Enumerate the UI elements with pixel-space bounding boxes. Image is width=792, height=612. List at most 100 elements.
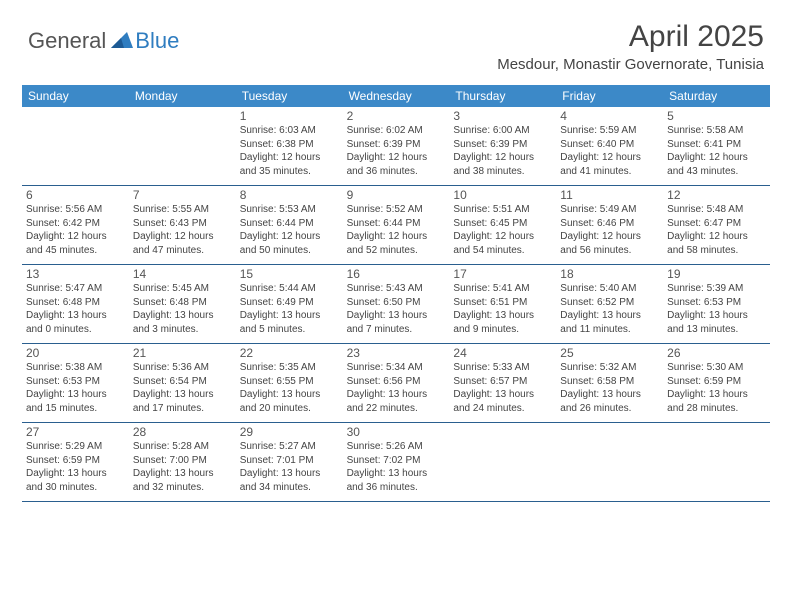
daylight-text: and 28 minutes. [667,402,766,416]
daylight-text: and 56 minutes. [560,244,659,258]
day-number: 30 [347,425,446,439]
sunrise-text: Sunrise: 5:58 AM [667,124,766,138]
daylight-text: Daylight: 13 hours [26,388,125,402]
day-cell: 21Sunrise: 5:36 AMSunset: 6:54 PMDayligh… [129,344,236,422]
sunrise-text: Sunrise: 5:52 AM [347,203,446,217]
daylight-text: Daylight: 12 hours [347,151,446,165]
sunset-text: Sunset: 6:58 PM [560,375,659,389]
sunrise-text: Sunrise: 5:39 AM [667,282,766,296]
day-cell: 22Sunrise: 5:35 AMSunset: 6:55 PMDayligh… [236,344,343,422]
day-number: 13 [26,267,125,281]
weekday-header-row: SundayMondayTuesdayWednesdayThursdayFrid… [22,85,770,107]
sunset-text: Sunset: 6:46 PM [560,217,659,231]
logo-text-blue: Blue [135,28,179,54]
daylight-text: Daylight: 12 hours [560,151,659,165]
daylight-text: Daylight: 12 hours [240,230,339,244]
sunset-text: Sunset: 7:00 PM [133,454,232,468]
daylight-text: Daylight: 12 hours [347,230,446,244]
daylight-text: Daylight: 13 hours [133,388,232,402]
sunrise-text: Sunrise: 5:29 AM [26,440,125,454]
daylight-text: and 52 minutes. [347,244,446,258]
sunrise-text: Sunrise: 5:30 AM [667,361,766,375]
daylight-text: Daylight: 13 hours [347,467,446,481]
daylight-text: and 11 minutes. [560,323,659,337]
daylight-text: and 24 minutes. [453,402,552,416]
day-cell: 25Sunrise: 5:32 AMSunset: 6:58 PMDayligh… [556,344,663,422]
daylight-text: and 43 minutes. [667,165,766,179]
empty-cell [449,423,556,501]
sunset-text: Sunset: 6:47 PM [667,217,766,231]
day-cell: 9Sunrise: 5:52 AMSunset: 6:44 PMDaylight… [343,186,450,264]
title-block: April 2025 Mesdour, Monastir Governorate… [497,20,764,73]
sunrise-text: Sunrise: 5:53 AM [240,203,339,217]
daylight-text: and 50 minutes. [240,244,339,258]
day-cell: 28Sunrise: 5:28 AMSunset: 7:00 PMDayligh… [129,423,236,501]
sunset-text: Sunset: 6:43 PM [133,217,232,231]
sunset-text: Sunset: 6:48 PM [26,296,125,310]
daylight-text: Daylight: 13 hours [240,309,339,323]
daylight-text: and 32 minutes. [133,481,232,495]
day-number: 12 [667,188,766,202]
day-cell: 26Sunrise: 5:30 AMSunset: 6:59 PMDayligh… [663,344,770,422]
sunrise-text: Sunrise: 5:38 AM [26,361,125,375]
sunset-text: Sunset: 6:59 PM [667,375,766,389]
sunrise-text: Sunrise: 5:33 AM [453,361,552,375]
day-number: 17 [453,267,552,281]
sunrise-text: Sunrise: 5:49 AM [560,203,659,217]
daylight-text: Daylight: 13 hours [667,309,766,323]
day-cell: 15Sunrise: 5:44 AMSunset: 6:49 PMDayligh… [236,265,343,343]
daylight-text: and 47 minutes. [133,244,232,258]
day-cell: 18Sunrise: 5:40 AMSunset: 6:52 PMDayligh… [556,265,663,343]
location: Mesdour, Monastir Governorate, Tunisia [497,56,764,73]
empty-cell [22,107,129,185]
sunrise-text: Sunrise: 5:56 AM [26,203,125,217]
sunset-text: Sunset: 6:41 PM [667,138,766,152]
day-number: 20 [26,346,125,360]
day-cell: 4Sunrise: 5:59 AMSunset: 6:40 PMDaylight… [556,107,663,185]
day-number: 14 [133,267,232,281]
empty-cell [129,107,236,185]
sunset-text: Sunset: 6:45 PM [453,217,552,231]
daylight-text: and 22 minutes. [347,402,446,416]
logo-text-general: General [28,28,106,54]
day-cell: 11Sunrise: 5:49 AMSunset: 6:46 PMDayligh… [556,186,663,264]
day-number: 7 [133,188,232,202]
sunset-text: Sunset: 6:49 PM [240,296,339,310]
weekday-header: Thursday [449,85,556,107]
day-cell: 12Sunrise: 5:48 AMSunset: 6:47 PMDayligh… [663,186,770,264]
calendar-week: 20Sunrise: 5:38 AMSunset: 6:53 PMDayligh… [22,344,770,423]
day-cell: 10Sunrise: 5:51 AMSunset: 6:45 PMDayligh… [449,186,556,264]
day-number: 1 [240,109,339,123]
sunset-text: Sunset: 6:38 PM [240,138,339,152]
sunrise-text: Sunrise: 5:47 AM [26,282,125,296]
sunrise-text: Sunrise: 5:55 AM [133,203,232,217]
sunset-text: Sunset: 6:50 PM [347,296,446,310]
daylight-text: and 5 minutes. [240,323,339,337]
sunrise-text: Sunrise: 5:59 AM [560,124,659,138]
daylight-text: Daylight: 12 hours [26,230,125,244]
sunset-text: Sunset: 6:53 PM [667,296,766,310]
sunrise-text: Sunrise: 6:02 AM [347,124,446,138]
day-cell: 27Sunrise: 5:29 AMSunset: 6:59 PMDayligh… [22,423,129,501]
daylight-text: and 7 minutes. [347,323,446,337]
daylight-text: and 15 minutes. [26,402,125,416]
daylight-text: and 41 minutes. [560,165,659,179]
day-cell: 2Sunrise: 6:02 AMSunset: 6:39 PMDaylight… [343,107,450,185]
daylight-text: and 20 minutes. [240,402,339,416]
daylight-text: and 26 minutes. [560,402,659,416]
day-cell: 6Sunrise: 5:56 AMSunset: 6:42 PMDaylight… [22,186,129,264]
daylight-text: and 36 minutes. [347,481,446,495]
day-number: 3 [453,109,552,123]
sunset-text: Sunset: 6:53 PM [26,375,125,389]
daylight-text: Daylight: 13 hours [26,467,125,481]
sunrise-text: Sunrise: 5:36 AM [133,361,232,375]
daylight-text: Daylight: 13 hours [240,467,339,481]
day-cell: 17Sunrise: 5:41 AMSunset: 6:51 PMDayligh… [449,265,556,343]
empty-cell [663,423,770,501]
calendar-week: 1Sunrise: 6:03 AMSunset: 6:38 PMDaylight… [22,107,770,186]
daylight-text: Daylight: 12 hours [560,230,659,244]
weekday-header: Tuesday [236,85,343,107]
sunrise-text: Sunrise: 5:28 AM [133,440,232,454]
daylight-text: and 38 minutes. [453,165,552,179]
sunrise-text: Sunrise: 5:51 AM [453,203,552,217]
